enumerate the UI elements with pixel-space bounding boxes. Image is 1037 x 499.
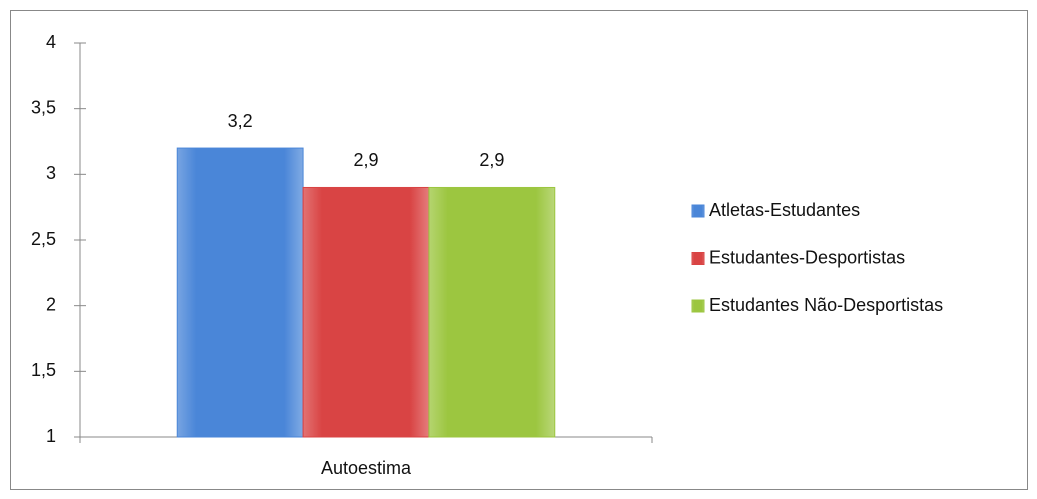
- legend-swatch: [691, 252, 705, 265]
- legend-swatch: [691, 299, 705, 313]
- legend-swatch: [691, 204, 705, 218]
- y-tick-label: 2,5: [31, 229, 56, 249]
- x-tick-label: Autoestima: [321, 458, 412, 478]
- y-tick-label: 4: [46, 32, 56, 52]
- data-label: 3,2: [228, 111, 253, 131]
- y-tick-label: 1,5: [31, 360, 56, 380]
- y-tick-label: 1: [46, 426, 56, 446]
- legend-label: Estudantes Não-Desportistas: [709, 295, 943, 315]
- legend-label: Estudantes-Desportistas: [709, 247, 905, 267]
- legend-label: Atletas-Estudantes: [709, 200, 860, 220]
- bar: [428, 186, 556, 438]
- bar: [176, 147, 304, 438]
- data-label: 2,9: [353, 150, 378, 170]
- bar: [302, 186, 430, 438]
- y-tick-label: 3: [46, 163, 56, 183]
- y-tick-label: 2: [46, 294, 56, 314]
- data-label: 2,9: [479, 150, 504, 170]
- y-tick-label: 3,5: [31, 97, 56, 117]
